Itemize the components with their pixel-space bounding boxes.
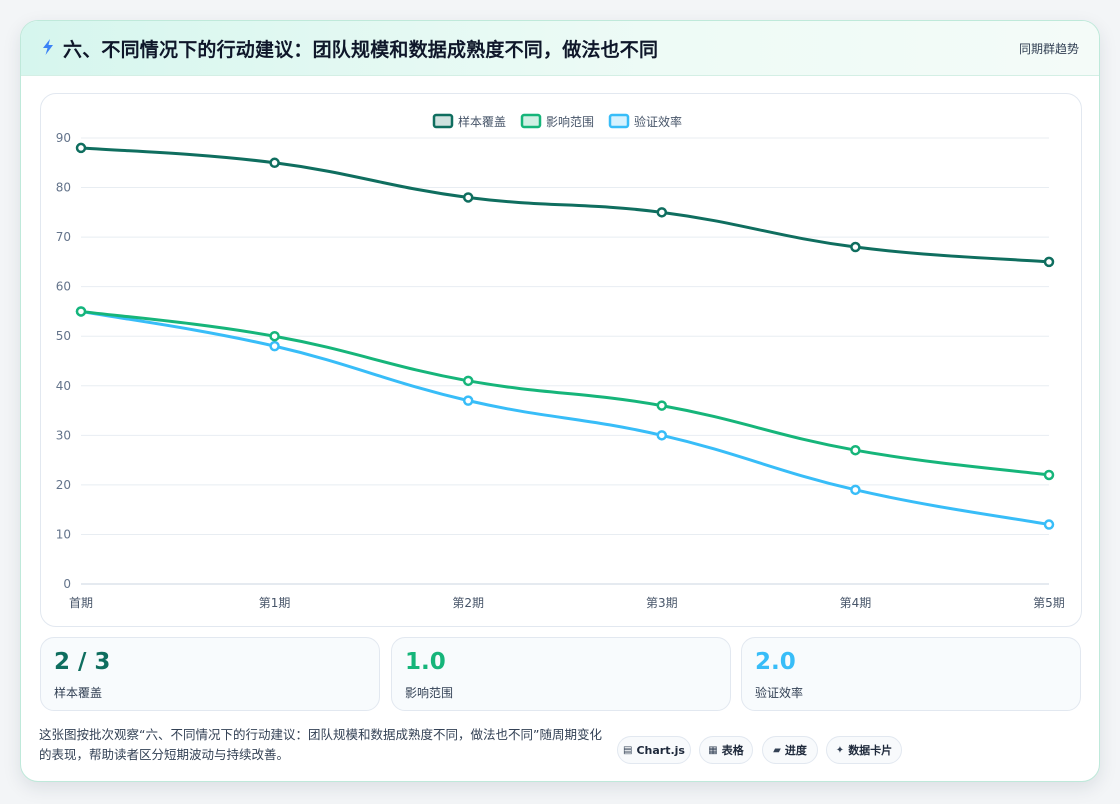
data-point xyxy=(850,484,861,496)
main-card: 六、不同情况下的行动建议：团队规模和数据成熟度不同，做法也不同 同期群趋势 0 1… xyxy=(20,20,1100,782)
y-tick-label: 10 xyxy=(56,527,71,541)
table-icon: ▦ xyxy=(708,744,718,756)
stat-label: 样本覆盖 xyxy=(54,686,103,700)
y-tick-label: 0 xyxy=(63,577,71,591)
lightning-bolt-icon xyxy=(43,39,53,55)
chip-progress[interactable]: ▰ 进度 xyxy=(762,736,818,764)
data-point xyxy=(1043,519,1055,530)
card-header: 六、不同情况下的行动建议：团队规模和数据成熟度不同，做法也不同 同期群趋势 xyxy=(21,21,1099,76)
trend-label[interactable]: 同期群趋势 xyxy=(1018,42,1079,56)
data-point xyxy=(656,207,668,218)
chip-label: 表格 xyxy=(721,744,744,757)
x-tick-label: 首期 xyxy=(69,596,93,610)
y-tick-label: 70 xyxy=(56,230,71,244)
data-point xyxy=(462,375,474,387)
series-line xyxy=(80,146,1050,264)
y-tick-label: 30 xyxy=(56,428,71,442)
progress-icon: ▰ xyxy=(773,744,781,756)
stat-card-1: 2 / 3 样本覆盖 xyxy=(40,637,380,711)
chip-label: 数据卡片 xyxy=(848,744,893,757)
x-tick-label: 第3期 xyxy=(646,596,678,610)
data-point xyxy=(850,241,861,253)
series-line xyxy=(80,309,1050,477)
stat-value: 2.0 xyxy=(755,649,796,675)
chip-label: 进度 xyxy=(784,744,807,757)
y-tick-label: 60 xyxy=(56,280,71,294)
legend-swatch xyxy=(520,113,542,129)
data-point xyxy=(269,157,280,169)
stat-value: 1.0 xyxy=(405,649,446,675)
line-chart: 0 10 20 30 40 50 60 70 80 90 首期 第1期 第2期 第3期 第4期 第5期 样本覆盖… xyxy=(56,113,1065,610)
data-point xyxy=(462,395,474,406)
data-point xyxy=(462,192,474,203)
sparkle-icon: ✦ xyxy=(835,744,845,756)
data-point xyxy=(269,340,280,352)
chart-container: 0 10 20 30 40 50 60 70 80 90 首期 第1期 第2期 第3期 第4期 第5期 样本覆盖… xyxy=(40,93,1082,627)
x-tick-label: 第4期 xyxy=(840,596,872,610)
legend-label: 影响范围 xyxy=(546,114,594,129)
chart-description: 这张图按批次观察“六、不同情况下的行动建议：团队规模和数据成熟度不同，做法也不同… xyxy=(39,727,602,762)
chart-icon: ▤ xyxy=(623,744,633,756)
data-point xyxy=(75,142,87,154)
data-point xyxy=(75,306,87,317)
data-point xyxy=(269,330,280,342)
data-point xyxy=(1043,256,1055,268)
series-line xyxy=(80,309,1050,527)
chip-label: Chart.js xyxy=(636,743,685,757)
data-point xyxy=(656,400,668,411)
page-title: 六、不同情况下的行动建议：团队规模和数据成熟度不同，做法也不同 xyxy=(63,39,659,61)
legend-swatch xyxy=(432,113,454,129)
legend-label: 验证效率 xyxy=(634,114,682,129)
stat-label: 验证效率 xyxy=(755,686,804,700)
stat-value: 2 / 3 xyxy=(54,649,111,675)
y-tick-label: 80 xyxy=(56,181,71,195)
chip-data-card[interactable]: ✦ 数据卡片 xyxy=(826,736,902,764)
stat-card-2: 1.0 影响范围 xyxy=(391,637,731,711)
chip-table[interactable]: ▦ 表格 xyxy=(699,736,753,764)
chip-chartjs[interactable]: ▤ Chart.js xyxy=(617,736,691,764)
y-tick-label: 90 xyxy=(56,131,71,145)
data-point xyxy=(1043,469,1055,481)
legend-swatch xyxy=(608,113,630,129)
y-tick-label: 40 xyxy=(56,379,71,393)
y-tick-label: 20 xyxy=(56,478,71,492)
y-tick-label: 50 xyxy=(56,329,71,343)
data-point xyxy=(656,430,668,441)
x-tick-label: 第5期 xyxy=(1033,596,1065,610)
data-point xyxy=(850,444,861,456)
stat-label: 影响范围 xyxy=(405,686,454,700)
x-tick-label: 第2期 xyxy=(452,596,484,610)
x-tick-label: 第1期 xyxy=(259,596,291,610)
legend-label: 样本覆盖 xyxy=(458,114,506,129)
stat-card-3: 2.0 验证效率 xyxy=(741,637,1081,711)
